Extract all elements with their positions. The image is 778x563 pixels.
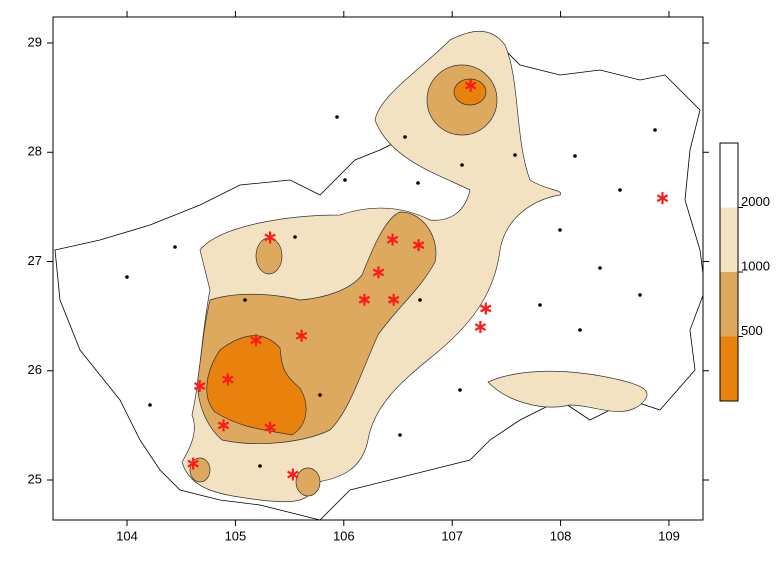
contour-band-1000-2000 xyxy=(487,370,648,413)
station-star xyxy=(656,192,669,205)
x-tick-label: 109 xyxy=(658,528,680,543)
plot-frame xyxy=(52,16,704,521)
station-star xyxy=(264,231,276,244)
contour-band-0-500 xyxy=(453,78,487,106)
colorbar-band xyxy=(720,336,738,401)
y-tick-label: 25 xyxy=(28,471,42,486)
station-star xyxy=(412,239,425,252)
station-star xyxy=(287,468,299,481)
contour-band-0-500 xyxy=(206,335,307,436)
contour-map xyxy=(54,31,703,520)
station-star xyxy=(372,266,385,279)
colorbar-tick-label: 2000 xyxy=(741,194,770,209)
x-tick-label: 107 xyxy=(441,528,463,543)
station-star xyxy=(358,293,371,306)
station-star xyxy=(222,373,234,386)
station-star xyxy=(474,321,487,334)
y-tick-label: 29 xyxy=(28,34,42,49)
station-dots xyxy=(125,115,657,468)
station-star xyxy=(250,334,262,347)
x-tick-label: 108 xyxy=(550,528,572,543)
axes: 104 105 106 107 108 109 25 26 27 28 29 xyxy=(28,11,709,543)
station-star xyxy=(295,329,308,342)
station-star xyxy=(387,293,400,306)
station-star xyxy=(217,419,230,432)
station-star xyxy=(187,457,199,470)
colorbar: 500 1000 2000 xyxy=(719,142,770,402)
y-tick-label: 27 xyxy=(28,253,42,268)
station-star xyxy=(464,79,477,92)
y-tick-label: 28 xyxy=(28,144,42,159)
station-star xyxy=(386,233,399,246)
colorbar-band xyxy=(720,143,738,208)
contour-band-500-1000 xyxy=(255,237,283,275)
contour-band-500-1000 xyxy=(295,467,321,497)
colorbar-band xyxy=(720,272,738,337)
x-tick-label: 105 xyxy=(225,528,247,543)
station-star xyxy=(480,302,492,315)
station-star xyxy=(193,380,206,393)
y-tick-label: 26 xyxy=(28,362,42,377)
x-tick-label: 106 xyxy=(333,528,355,543)
colorbar-tick-label: 500 xyxy=(741,323,763,338)
colorbar-tick-label: 1000 xyxy=(741,258,770,273)
station-star xyxy=(264,421,276,434)
x-tick-label: 104 xyxy=(116,528,138,543)
colorbar-band xyxy=(720,207,738,272)
